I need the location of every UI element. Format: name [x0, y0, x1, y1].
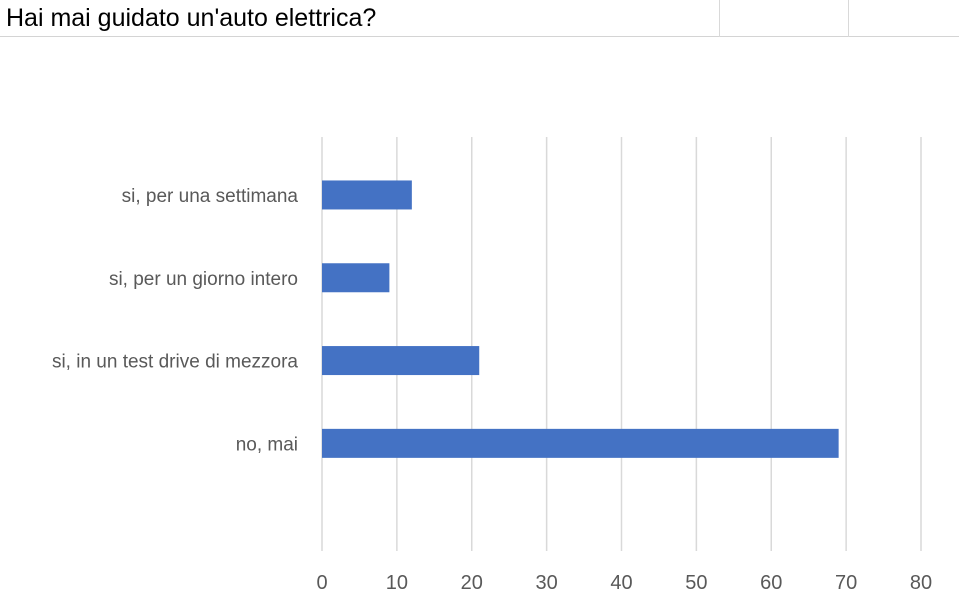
x-tick-label: 30 [536, 572, 558, 594]
bar [322, 263, 390, 293]
category-label: si, per una settimana [122, 186, 299, 207]
bar [322, 180, 412, 210]
category-label: no, mai [236, 434, 298, 455]
x-tick-label: 20 [461, 572, 483, 594]
x-tick-label: 50 [685, 572, 707, 594]
x-tick-label: 60 [760, 572, 782, 594]
category-label: si, in un test drive di mezzora [52, 352, 298, 373]
title-row: Hai mai guidato un'auto elettrica? [0, 0, 959, 37]
category-labels: si, per una settimana si, per un giorno i… [52, 186, 298, 455]
page-title: Hai mai guidato un'auto elettrica? [6, 4, 377, 32]
bars [322, 180, 839, 458]
x-tick-label: 0 [316, 572, 327, 594]
x-tick-label: 70 [835, 572, 857, 594]
category-label: si, per un giorno intero [109, 269, 298, 290]
x-tick-label: 80 [910, 572, 932, 594]
bar [322, 346, 480, 376]
x-tick-label: 10 [386, 572, 408, 594]
bar [322, 428, 839, 458]
cell-divider [719, 0, 720, 37]
tick-labels: 0 10 20 30 40 50 60 70 80 [316, 572, 932, 594]
cell-divider [848, 0, 849, 37]
x-tick-label: 40 [610, 572, 632, 594]
